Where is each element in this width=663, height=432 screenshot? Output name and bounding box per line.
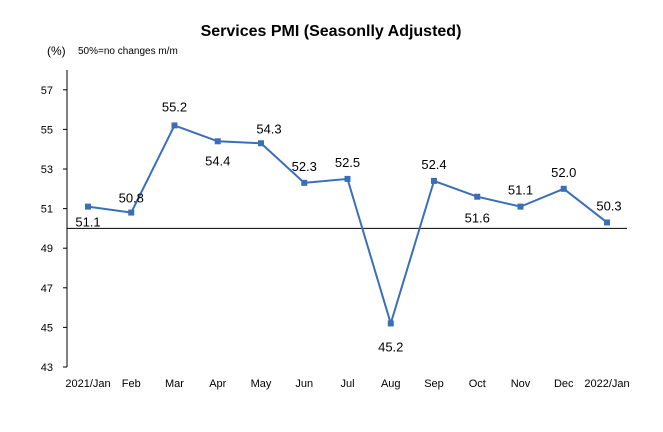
data-label: 51.1 [75, 215, 100, 230]
data-labels: 51.1 50.8 55.2 54.4 54.3 52.3 52.5 45.2 52.4 51.6… [75, 99, 621, 354]
data-label: 45.2 [378, 339, 403, 354]
data-label: 50.3 [596, 198, 621, 213]
data-point [474, 193, 481, 200]
data-label: 54.4 [205, 153, 230, 168]
data-point [258, 140, 264, 147]
x-tick-label: Oct [469, 378, 486, 390]
x-tick-label: Aug [381, 378, 401, 390]
data-label: 50.8 [119, 191, 144, 206]
x-tick-label: Sep [424, 378, 444, 390]
y-tick-label: 47 [41, 283, 53, 295]
x-tick-label: 2021/Jan [65, 378, 110, 390]
data-point [85, 203, 91, 210]
data-label: 54.3 [256, 121, 281, 136]
data-label: 55.2 [162, 99, 187, 114]
data-point [604, 219, 610, 226]
data-label: 52.4 [421, 157, 446, 172]
x-tick-label: Feb [122, 378, 141, 390]
x-tick-label: May [251, 378, 272, 390]
reference-note: 50%=no changes m/m [78, 46, 178, 57]
y-tick-label: 51 [41, 204, 53, 216]
x-tick-label: Apr [209, 378, 226, 390]
data-point [344, 175, 351, 182]
x-tick-label: Nov [511, 378, 531, 390]
y-tick-label: 55 [41, 124, 53, 136]
data-points [85, 122, 610, 327]
data-label: 51.6 [465, 211, 490, 226]
x-tick-label: Mar [165, 378, 184, 390]
data-label: 52.0 [551, 165, 576, 180]
data-point [128, 209, 135, 216]
data-point [560, 185, 567, 192]
y-axis-ticks: 43 45 47 49 51 53 55 57 [41, 85, 67, 374]
data-point [387, 320, 394, 327]
data-point [214, 138, 221, 145]
y-tick-label: 45 [41, 322, 53, 334]
data-point [171, 122, 178, 129]
data-point [517, 203, 524, 210]
chart-title: Services PMI (Seasonlly Adjusted) [201, 23, 462, 40]
data-label: 51.1 [508, 183, 533, 198]
data-point [431, 177, 437, 184]
x-tick-label: Dec [554, 378, 574, 390]
x-tick-label: Jun [295, 378, 313, 390]
x-axis-ticks: 2021/Jan Feb Mar Apr May Jun Jul Aug Sep Oct Nov De… [65, 378, 629, 390]
y-axis-unit: (%) [47, 44, 66, 58]
y-tick-label: 43 [41, 362, 53, 374]
data-label: 52.5 [335, 155, 360, 170]
y-tick-label: 57 [41, 85, 53, 97]
y-tick-label: 49 [41, 243, 53, 255]
x-tick-label: Jul [340, 378, 354, 390]
x-tick-label: 2022/Jan [584, 378, 629, 390]
data-point [301, 179, 308, 186]
data-label: 52.3 [292, 159, 317, 174]
y-tick-label: 53 [41, 164, 53, 176]
